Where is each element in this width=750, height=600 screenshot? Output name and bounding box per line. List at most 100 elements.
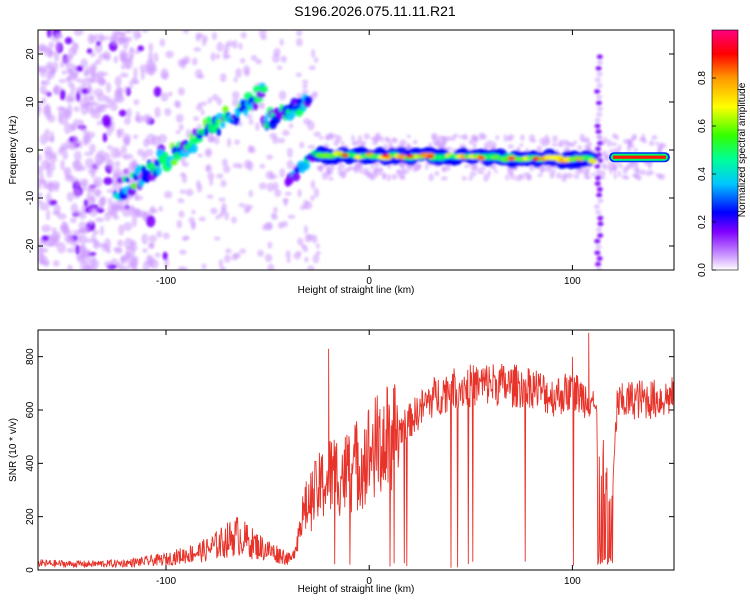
noise-blob [359, 140, 367, 145]
noise-blob [391, 173, 398, 180]
vertical-artifact-blob [593, 204, 600, 210]
noise-blob [182, 30, 189, 34]
noise-blob [295, 250, 302, 256]
noise-blob [608, 149, 615, 154]
noise-blob [639, 169, 646, 176]
vertical-artifact-blob [596, 83, 603, 89]
noise-blob [107, 145, 113, 151]
noise-blob [366, 173, 372, 179]
noise-blob [46, 30, 52, 38]
noise-blob [41, 80, 47, 85]
noise-blob [461, 176, 467, 181]
noise-blob [387, 165, 392, 169]
noise-blob [441, 137, 448, 145]
noise-blob [315, 243, 320, 249]
y-tick-label: 400 [25, 455, 36, 472]
noise-blob [73, 30, 84, 37]
noise-blob [110, 146, 118, 159]
noise-blob [128, 47, 135, 60]
noise-blob [133, 99, 140, 106]
noise-blob [272, 181, 279, 191]
noise-blob [147, 66, 155, 76]
noise-blob [307, 265, 315, 270]
vertical-artifact-blob [595, 169, 602, 175]
noise-blob [259, 163, 266, 169]
vertical-artifact-blob [596, 106, 603, 112]
noise-blob [507, 168, 514, 175]
noise-blob [174, 100, 180, 108]
noise-blob [351, 134, 355, 142]
noise-blob [39, 65, 48, 78]
noise-blob [232, 40, 239, 49]
noise-blob [642, 138, 647, 144]
noise-blob [87, 219, 94, 226]
noise-blob [123, 117, 131, 125]
vertical-artifact-blob [596, 135, 603, 141]
rising-trace-1-blob [155, 165, 162, 176]
noise-blob [132, 134, 139, 140]
noise-blob [296, 30, 303, 37]
noise-blob [301, 89, 309, 95]
noise-blob [116, 198, 125, 211]
noise-blob [211, 93, 219, 101]
noise-blob [76, 87, 82, 93]
noise-blob [437, 139, 441, 148]
noise-blob [153, 86, 162, 98]
noise-blob [223, 165, 231, 174]
noise-blob [267, 241, 273, 249]
noise-blob [483, 142, 489, 151]
noise-blob [517, 174, 522, 182]
noise-blob [117, 239, 124, 247]
noise-blob [66, 68, 73, 75]
noise-blob [278, 137, 286, 144]
noise-blob [66, 236, 75, 245]
noise-blob [207, 97, 212, 104]
noise-blob [231, 98, 239, 107]
y-tick-label: 20 [25, 48, 36, 60]
ramp-blob [291, 172, 301, 182]
vertical-artifact-blob [596, 54, 603, 60]
noise-blob [269, 170, 274, 181]
noise-blob [239, 248, 246, 254]
vertical-artifact-blob [595, 129, 602, 135]
colorbar-tick-label: 0.8 [697, 71, 708, 85]
noise-blob [574, 170, 581, 174]
noise-blob [207, 135, 216, 143]
noise-blob [133, 67, 138, 79]
noise-blob [377, 167, 383, 176]
noise-blob [375, 132, 381, 141]
noise-blob [153, 52, 159, 63]
noise-blob [134, 211, 142, 218]
noise-blob [324, 133, 332, 140]
noise-blob [340, 164, 345, 168]
noise-blob [52, 260, 60, 267]
noise-blob [142, 248, 148, 254]
noise-blob [495, 135, 500, 140]
noise-blob [114, 160, 121, 168]
noise-blob [154, 252, 161, 258]
noise-blob [48, 161, 56, 172]
noise-blob [612, 133, 617, 139]
noise-blob [609, 166, 613, 175]
vertical-artifact-blob [596, 186, 603, 192]
noise-blob [73, 118, 81, 126]
noise-blob [335, 134, 342, 143]
noise-blob [162, 251, 168, 261]
noise-blob [60, 221, 68, 230]
noise-blob [304, 233, 312, 243]
noise-blob [238, 42, 243, 50]
noise-blob [257, 249, 264, 257]
noise-blob [278, 90, 287, 101]
noise-blob [124, 85, 129, 94]
noise-blob [89, 162, 100, 172]
noise-blob [43, 47, 53, 57]
vertical-artifact-blob [595, 175, 602, 181]
noise-blob [162, 232, 170, 240]
noise-blob [625, 164, 630, 171]
noise-blob [384, 136, 390, 143]
noise-blob [280, 55, 287, 63]
noise-blob [328, 176, 334, 181]
noise-blob [84, 151, 94, 157]
rising-trace-1-blob [130, 182, 138, 190]
noise-blob [304, 200, 313, 210]
